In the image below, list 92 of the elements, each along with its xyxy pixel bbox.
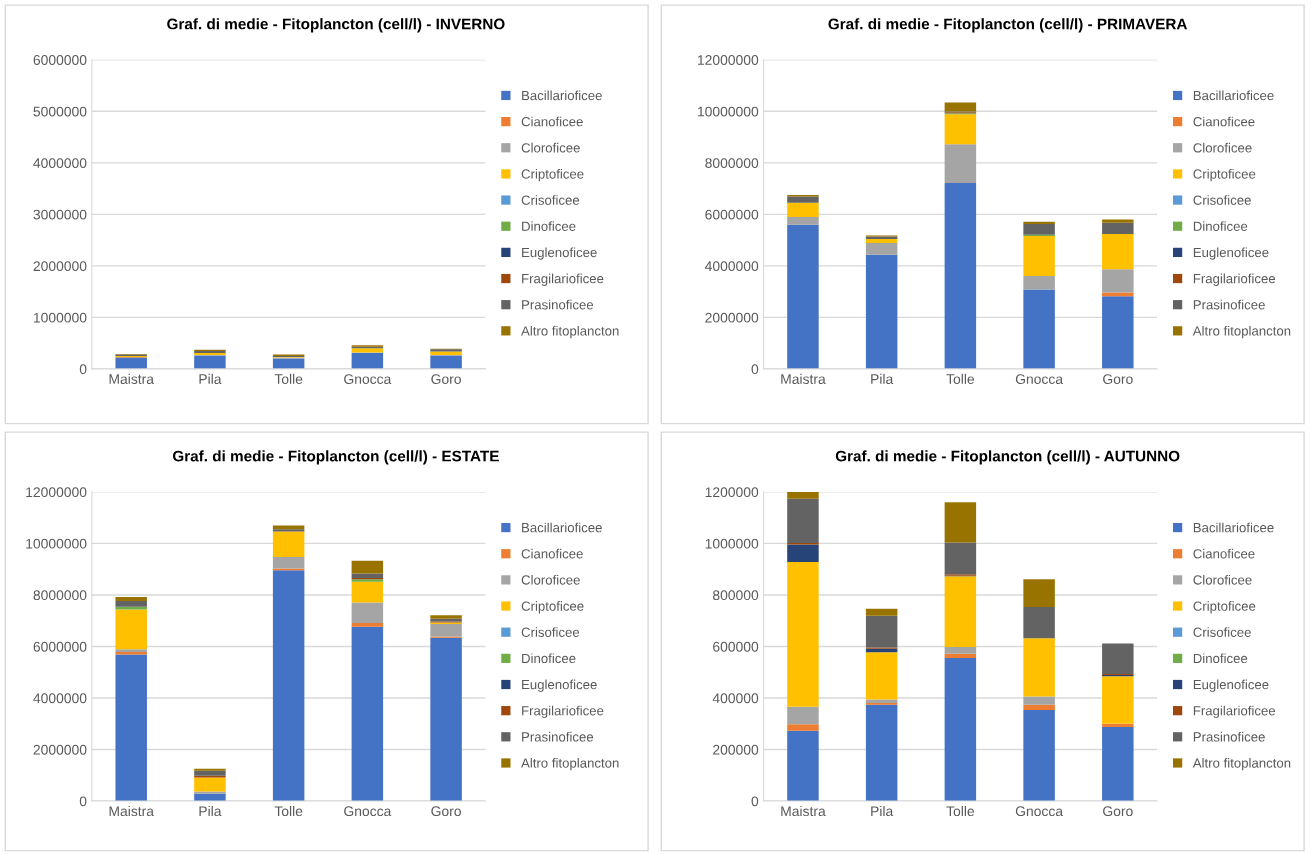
x-tick-label: Pila [199,805,222,817]
legend-label: Dinoficee [1193,221,1248,231]
y-tick-label: 4000000 [33,158,87,168]
x-tick-label: Maistra [781,805,826,817]
x-tick-label: Gnocca [344,806,392,817]
legend-label: Dinoficee [522,653,576,664]
y-tick-label: 600000 [713,641,759,652]
legend-label: Crisoficee [521,627,580,637]
y-tick-label: 12000000 [697,55,759,65]
y-tick-label: 10000000 [697,106,759,117]
x-tick-label: Goro [1103,374,1133,384]
y-tick-label: 0 [79,796,87,807]
legend-label: Cianoficee [521,548,583,559]
y-tick-label: 12000000 [26,487,87,498]
x-tick-label: Gnocca [1015,374,1064,384]
chart-title: Graf. di medie - Fitoplancton (cell/l) - INVERNO [167,18,505,33]
legend-label: Euglenoficee [1193,247,1269,260]
legend-label: Criptoficee [1193,601,1256,614]
legend-label: Fragilarioficee [1193,705,1276,719]
y-tick-label: 4000000 [33,693,87,704]
x-tick-label: Maistra [781,373,826,384]
y-tick-label: 6000000 [33,641,87,652]
legend-label: Bacillarioficee [1193,522,1274,533]
legend-label: Criptoficee [521,168,584,182]
x-tick-label: Maistra [109,373,154,384]
legend-label: Criptoficee [1193,168,1256,182]
y-tick-label: 4000000 [704,261,759,272]
y-tick-label: 0 [751,796,759,807]
legend-label: Altro fitoplancton [1192,758,1291,771]
y-tick-label: 6000000 [705,209,759,220]
chart-title: Graf. di medie - Fitoplancton (cell/l) - PRIMAVERA [828,18,1188,33]
x-tick-label: Pila [199,373,222,384]
legend-label: Fragilarioficee [522,705,604,719]
x-tick-label: Pila [871,805,894,817]
legend-label: Euglenoficee [522,679,597,692]
legend-label: Fragilarioficee [1193,273,1276,286]
legend-label: Crisoficee [1193,627,1251,637]
legend-label: Crisoficee [1193,195,1251,205]
legend-label: Criptoficee [521,601,584,614]
legend-label: Crisoficee [521,195,580,205]
legend-label: Bacillarioficee [522,522,602,533]
legend-label: Altro fitoplancton [521,325,619,339]
legend-label: Dinoficee [1193,653,1248,664]
legend-label: Fragilarioficee [522,273,604,286]
x-tick-label: Tolle [946,805,975,817]
x-tick-label: Tolle [946,373,975,384]
y-tick-label: 5000000 [33,106,87,117]
x-tick-label: Goro [431,374,461,384]
x-tick-label: Tolle [274,373,303,384]
y-tick-label: 0 [751,364,759,375]
y-tick-label: 200000 [713,744,759,755]
y-tick-label: 2000000 [705,312,759,323]
legend-label: Euglenoficee [522,247,597,260]
x-tick-label: Gnocca [1015,806,1064,817]
legend-label: Bacillarioficee [522,90,602,101]
y-tick-label: 1200000 [705,487,759,498]
y-tick-label: 8000000 [705,158,759,168]
y-tick-label: 3000000 [33,209,87,220]
y-tick-label: 10000000 [26,538,87,549]
legend-label: Cloroficee [1193,574,1252,585]
y-tick-label: 8000000 [33,590,87,601]
legend-label: Cianoficee [1193,548,1255,559]
x-tick-label: Goro [431,806,461,817]
y-tick-label: 1000000 [705,538,759,549]
x-tick-label: Goro [1103,806,1133,817]
y-tick-label: 6000000 [33,55,87,65]
legend-label: Prasinoficee [1193,299,1265,310]
chart-title: Graf. di medie - Fitoplancton (cell/l) - AUTUNNO [835,450,1180,465]
legend-label: Altro fitoplancton [1192,325,1291,339]
y-tick-label: 800000 [712,590,759,601]
legend-label: Prasinoficee [522,731,594,742]
legend-label: Euglenoficee [1193,679,1269,692]
x-tick-label: Gnocca [344,374,392,384]
legend-label: Cloroficee [1193,142,1252,153]
legend-label: Dinoficee [522,221,576,231]
legend-label: Cianoficee [1193,116,1255,127]
x-tick-label: Pila [871,373,894,384]
legend-label: Altro fitoplancton [521,758,619,771]
legend-label: Prasinoficee [1193,731,1265,742]
chart-title: Graf. di medie - Fitoplancton (cell/l) - ESTATE [172,450,499,465]
legend-label: Prasinoficee [522,299,594,310]
x-tick-label: Maistra [109,805,154,817]
legend-label: Bacillarioficee [1193,90,1274,101]
y-tick-label: 400000 [712,693,759,704]
y-tick-label: 1000000 [33,312,87,323]
x-tick-label: Tolle [274,805,303,817]
y-tick-label: 0 [79,364,87,375]
legend-label: Cloroficee [521,142,580,153]
y-tick-label: 2000000 [33,744,87,755]
legend-label: Cianoficee [521,116,583,127]
y-tick-label: 2000000 [33,261,87,272]
legend-label: Cloroficee [521,574,580,585]
